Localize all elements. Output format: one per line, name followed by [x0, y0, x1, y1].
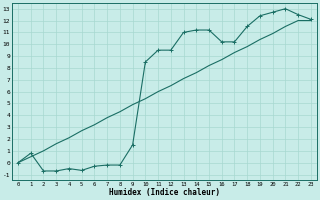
X-axis label: Humidex (Indice chaleur): Humidex (Indice chaleur)	[109, 188, 220, 197]
